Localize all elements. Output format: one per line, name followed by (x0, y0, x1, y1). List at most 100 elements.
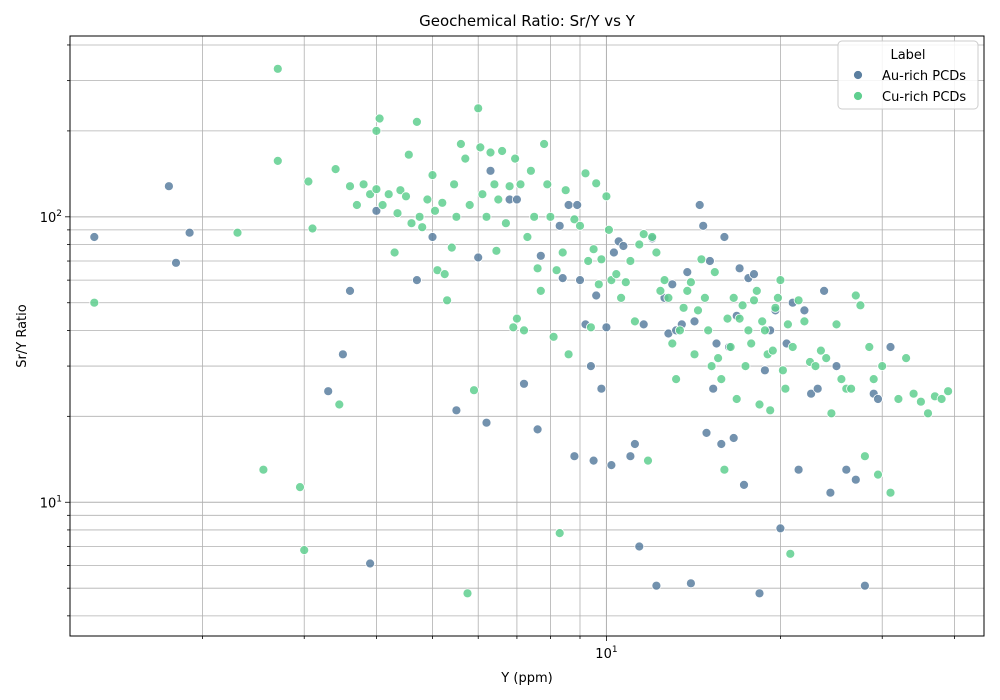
data-point (663, 292, 674, 303)
data-point (358, 179, 369, 190)
data-point (705, 256, 715, 266)
data-point (554, 220, 565, 231)
axis-ticks: 101 101 102 (40, 44, 955, 662)
y-tick-label: 101 (40, 494, 62, 511)
data-point (783, 319, 793, 330)
data-point (630, 439, 640, 449)
data-point (775, 523, 786, 534)
data-point (272, 155, 283, 166)
data-point (773, 292, 783, 303)
data-point (563, 200, 574, 210)
data-point (508, 322, 519, 333)
data-point (770, 302, 781, 313)
plot-area (70, 36, 984, 636)
data-point (667, 279, 678, 290)
data-point (793, 464, 804, 475)
data-point (504, 181, 515, 192)
data-point (485, 147, 496, 158)
data-point (89, 232, 100, 242)
data-point (825, 487, 836, 498)
y-tick-label: 102 (40, 209, 62, 226)
data-point (460, 153, 471, 164)
series-0 (89, 165, 896, 599)
data-point (682, 285, 693, 296)
data-point (464, 200, 475, 210)
data-point (873, 469, 883, 480)
data-point (634, 541, 645, 552)
data-point (351, 200, 362, 210)
legend-marker-au (853, 70, 863, 80)
data-point (554, 528, 565, 538)
data-point (586, 361, 596, 372)
data-point (638, 319, 649, 330)
data-point (675, 325, 685, 336)
data-point (816, 345, 826, 356)
data-point (846, 383, 856, 394)
data-point (163, 181, 174, 192)
data-point (855, 300, 866, 311)
data-point (810, 361, 821, 372)
data-point (272, 63, 283, 74)
data-point (611, 269, 622, 280)
data-point (535, 285, 546, 296)
data-point (689, 349, 700, 360)
data-point (377, 200, 388, 210)
data-point (493, 194, 504, 205)
data-point (489, 179, 500, 190)
data-point (586, 322, 596, 333)
data-point (449, 179, 460, 190)
data-point (588, 455, 599, 466)
legend-title: Label (890, 48, 925, 63)
data-point (877, 361, 888, 372)
data-point (836, 374, 847, 385)
data-point (548, 331, 559, 342)
data-point (760, 365, 770, 376)
data-point (819, 285, 829, 296)
data-point (258, 464, 269, 475)
data-point (749, 295, 759, 306)
data-point (417, 222, 428, 233)
data-point (232, 227, 243, 238)
series-1 (89, 63, 953, 599)
data-point (767, 345, 778, 356)
data-point (580, 168, 591, 179)
data-point (591, 290, 602, 301)
data-point (799, 316, 810, 327)
data-point (740, 361, 751, 372)
data-point (667, 338, 678, 349)
data-point (389, 247, 400, 258)
data-point (841, 464, 852, 475)
data-point (500, 218, 511, 229)
data-point (860, 580, 870, 591)
data-point (671, 374, 681, 385)
data-point (323, 386, 334, 397)
data-point (392, 208, 403, 219)
data-point (625, 451, 636, 462)
data-point (734, 263, 745, 274)
data-point (539, 139, 549, 149)
data-point (885, 342, 896, 352)
data-point (437, 197, 448, 208)
data-point (775, 275, 786, 286)
data-point (655, 285, 666, 296)
data-point (532, 424, 543, 435)
data-point (923, 408, 933, 419)
data-point (728, 292, 739, 303)
data-point (826, 408, 837, 419)
data-point (497, 146, 508, 156)
data-point (739, 479, 749, 490)
data-point (709, 267, 720, 278)
data-point (749, 269, 759, 280)
data-point (303, 176, 314, 187)
data-point (462, 588, 473, 599)
data-point (701, 427, 712, 438)
data-point (682, 267, 693, 278)
x-axis-label: Y (ppm) (500, 671, 552, 686)
data-point (560, 185, 571, 196)
data-point (596, 254, 607, 265)
data-point (446, 242, 457, 253)
data-point (414, 211, 425, 222)
data-point (689, 316, 700, 327)
data-point (719, 464, 730, 475)
data-point (711, 338, 722, 349)
